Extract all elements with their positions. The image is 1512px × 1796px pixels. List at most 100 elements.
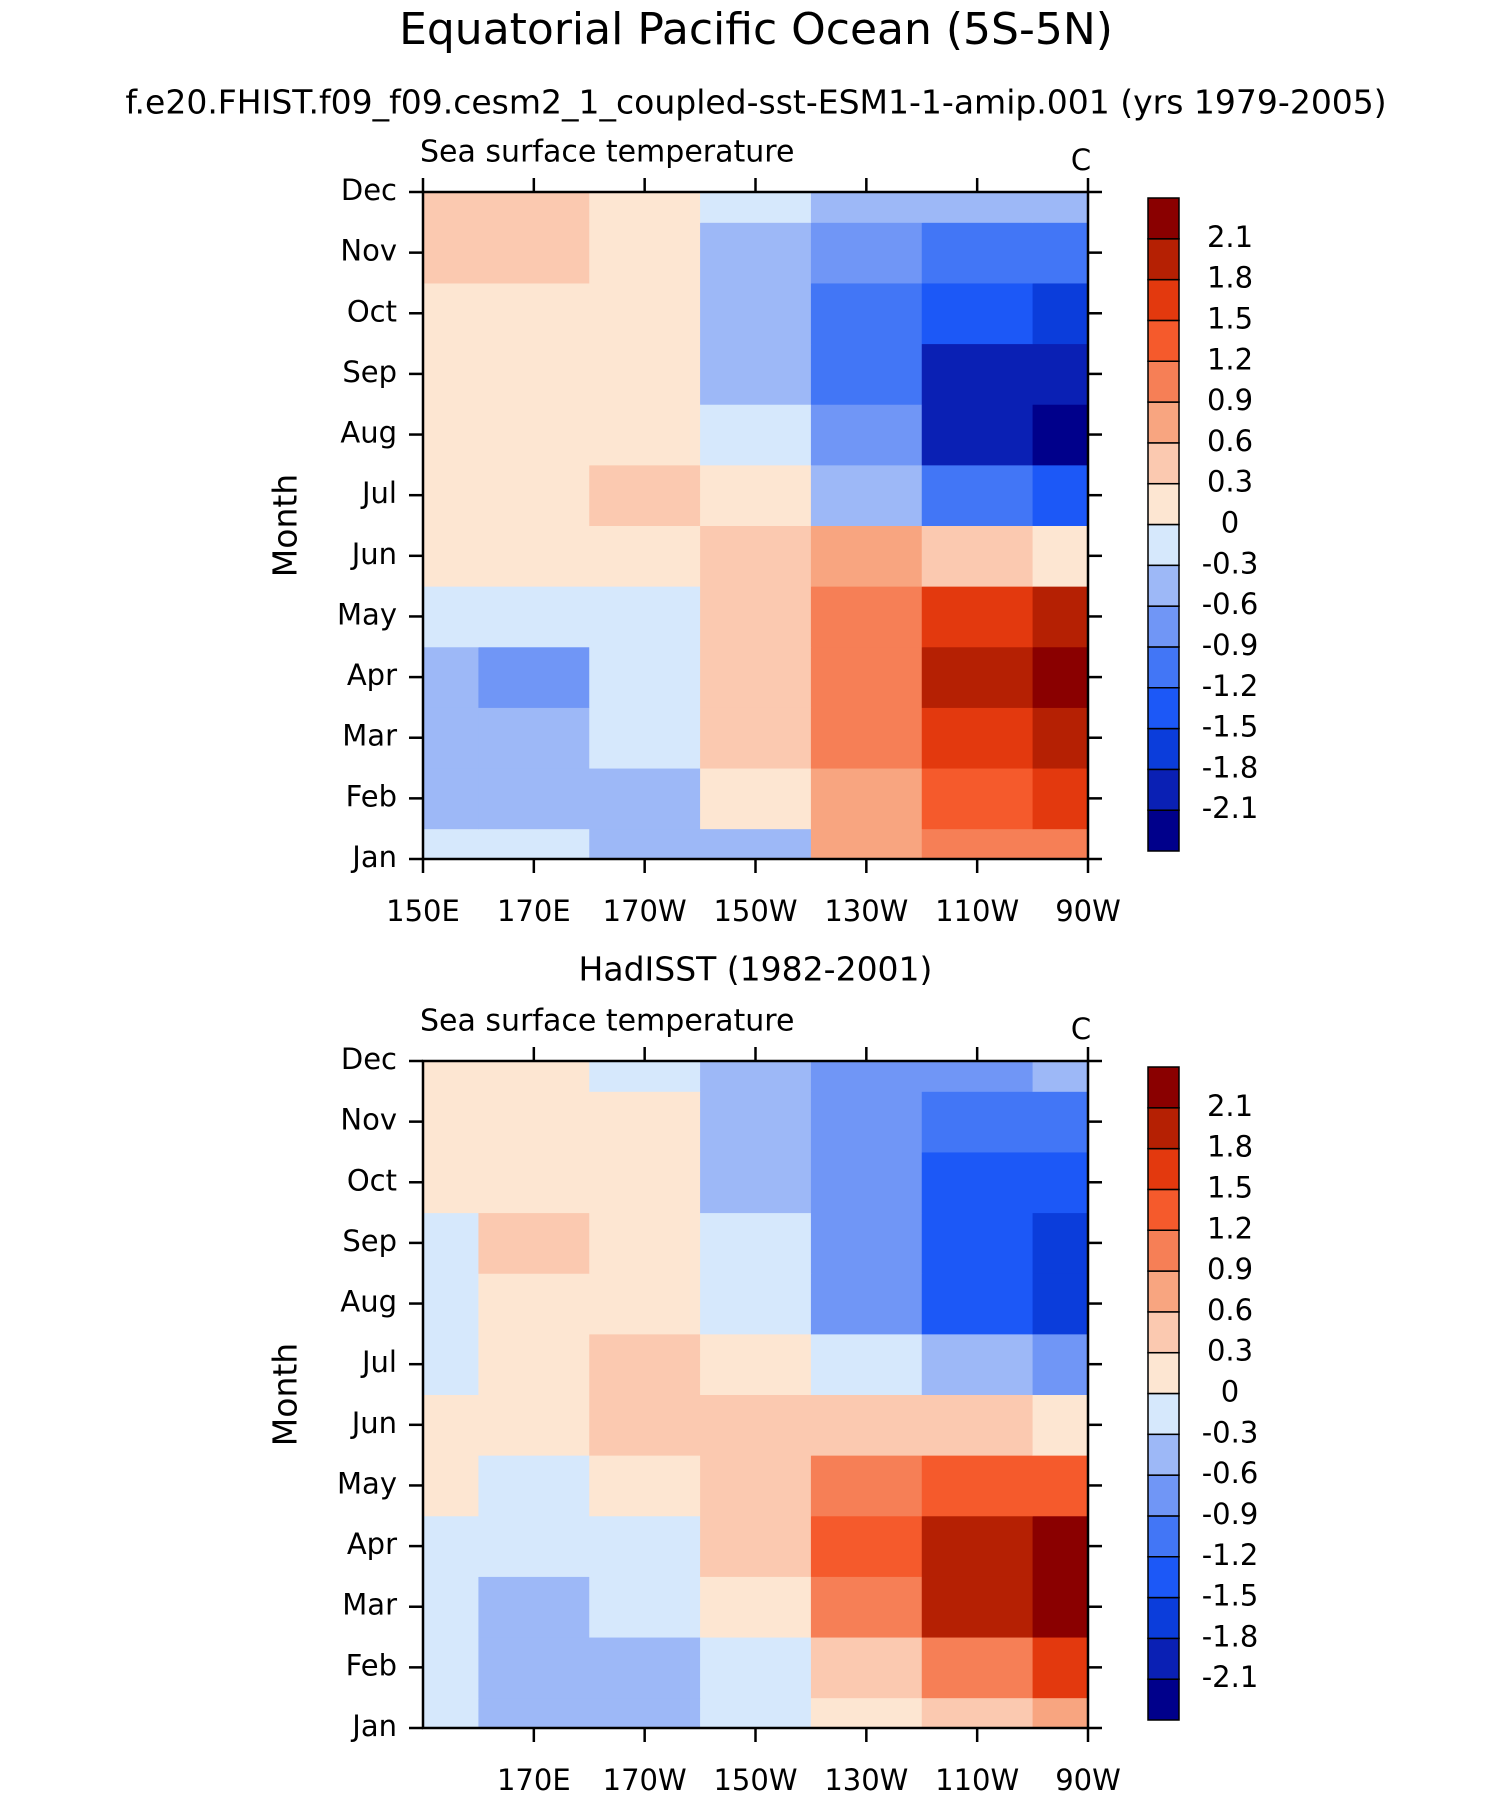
colorbar-box [1147,482,1180,526]
contour-cell [1032,343,1089,405]
contour-cell [700,1455,812,1517]
contour-cell [1032,707,1089,769]
contour-cell [1032,768,1089,830]
colorbar-box [1147,1678,1180,1721]
y-tick-label: Apr [347,1527,397,1561]
contour-cell [589,646,701,708]
contour-cell [423,1061,479,1092]
contour-cell [1032,525,1089,587]
contour-cell [1032,464,1089,526]
contour-cell [810,464,923,526]
contour-cell [700,1333,812,1395]
contour-cell [589,586,701,648]
y-tick-label: Sep [342,1224,397,1258]
contour-cell [810,1515,923,1577]
x-tick-label: 170W [603,894,687,928]
colorbar-label: -0.3 [1202,1415,1259,1449]
contour-cell [589,1273,701,1335]
contour-cell [423,768,479,830]
y-tick-label: Feb [346,1648,397,1682]
colorbar-box [1147,1474,1180,1517]
contour-cell [423,525,479,587]
contour-cell [478,343,590,405]
colorbar-box [1147,1351,1180,1395]
colorbar-label: 1.2 [1207,1211,1253,1245]
colorbar-box [1147,197,1180,240]
contour-cell [921,1455,1034,1517]
contour-cell [810,1455,923,1517]
colorbar-label: -1.2 [1202,1538,1259,1572]
x-tick-label: 150E [386,894,460,928]
contour-cell [589,1151,701,1214]
colorbar-label: -2.1 [1202,791,1259,825]
panel-title: HadISST (1982-2001) [579,950,933,989]
main-title: Equatorial Pacific Ocean (5S-5N) [399,4,1113,55]
contour-cell [810,1273,923,1335]
x-tick-label: 90W [1055,1763,1121,1796]
contour-cell [810,1061,923,1092]
contour-cell [423,707,479,769]
contour-cell [478,707,590,769]
colorbar-box [1147,401,1180,444]
contour-cell [921,282,1034,345]
contour-cell [1032,222,1089,284]
contour-cell [921,1333,1034,1395]
contour-cell [1032,1151,1089,1214]
contour-cell [423,1576,479,1638]
colorbar-box [1147,1229,1180,1272]
contour-cell [810,1212,923,1274]
x-tick-label: 170W [603,1763,687,1796]
contour-cell [589,1515,701,1577]
colorbar-box [1147,1433,1180,1476]
contour-cell [423,1091,479,1153]
contour-cell [700,1091,812,1153]
contour-cell [700,1394,812,1456]
contour-cell [921,828,1034,860]
contour-cell [921,464,1034,526]
contour-cell [478,646,590,708]
x-tick-label: 110W [935,1763,1019,1796]
y-tick-label: Dec [341,173,397,207]
contour-cell [700,1061,812,1092]
contour-cell [423,1394,479,1456]
x-tick-label: 110W [935,894,1019,928]
contour-cell [478,192,590,223]
contour-cell [921,586,1034,648]
colorbar-label: -1.8 [1202,1619,1259,1653]
contour-cell [810,1091,923,1153]
contour-cell [423,586,479,648]
contour-cell [589,282,701,345]
contour-cell [423,1455,479,1517]
panel-subtitle: Sea surface temperature [420,1004,794,1039]
colorbar-box [1147,1270,1180,1313]
contour-cell [921,525,1034,587]
contour-cell [921,1697,1034,1729]
colorbar-label: -1.2 [1202,669,1259,703]
contour-cell [478,404,590,466]
contour-cell [423,282,479,345]
colorbar-label: 0.3 [1207,465,1253,499]
contour-cell [810,586,923,648]
contour-cell [810,828,923,860]
y-tick-label: May [337,1466,397,1500]
y-tick-label: Jul [360,1345,397,1379]
contour-cell [921,1212,1034,1274]
colorbar-box [1147,646,1180,689]
contour-cell [1032,1333,1089,1395]
colorbar-box [1147,1596,1180,1640]
contour-cell [423,343,479,405]
contour-cell [1032,1061,1089,1092]
contour-cell [1032,192,1089,223]
x-tick-label: 150W [713,894,797,928]
contour-cell [810,1333,923,1395]
colorbar-box [1147,1311,1180,1354]
contour-cell [423,1637,479,1699]
contour-cell [478,1091,590,1153]
y-tick-label: Aug [340,416,397,450]
y-tick-label: Jan [350,1709,397,1743]
contour-cell [478,1212,590,1274]
contour-cell [700,1637,812,1699]
colorbar-label: -1.8 [1202,750,1259,784]
contour-cell [589,1394,701,1456]
